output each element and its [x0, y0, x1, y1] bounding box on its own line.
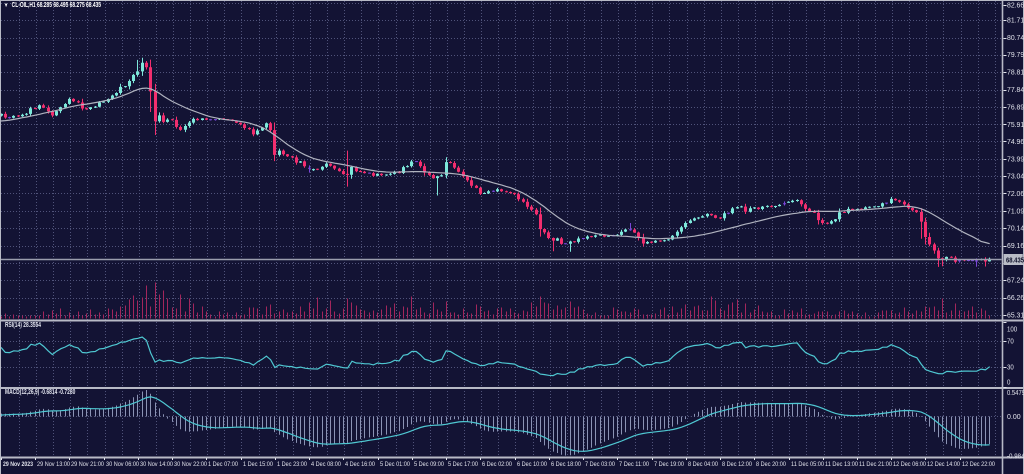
time-axis-label: 30 Nov 22:00 — [174, 461, 207, 468]
time-axis-label: 8 Dec 12:00 — [722, 461, 752, 468]
time-axis-label: 6 Dec 10:00 — [517, 461, 547, 468]
time-axis-label: 11 Dec 21:00 — [859, 461, 892, 468]
time-axis-label: 5 Dec 09:00 — [414, 461, 444, 468]
price-axis-label: 75.915 — [1007, 122, 1024, 129]
rsi-axis-label: 100 — [1007, 327, 1017, 334]
time-axis-label: 5 Dec 17:00 — [448, 461, 478, 468]
price-axis-label: 80.740 — [1007, 35, 1024, 42]
price-axis-label: 81.715 — [1007, 18, 1024, 25]
price-axis-label: 77.840 — [1007, 87, 1024, 94]
price-axis-label: 73.990 — [1007, 156, 1024, 163]
time-axis-label: 8 Dec 04:00 — [688, 461, 718, 468]
bid-price-box — [1003, 254, 1023, 265]
time-axis-label: 6 Dec 02:00 — [482, 461, 512, 468]
macd-value-signal: -0.7280 — [58, 389, 76, 396]
price-axis-label: 82.665 — [1007, 3, 1024, 10]
price-axis-label: 73.040 — [1007, 173, 1024, 180]
macd-axis-top: 0.5479 — [1007, 390, 1024, 397]
time-axis-label: 5 Dec 01:00 — [380, 461, 410, 468]
volume-bars — [1, 282, 990, 319]
rsi-axis-label: 30 — [1007, 365, 1014, 372]
time-axis-label: 7 Dec 03:00 — [585, 461, 615, 468]
time-axis-label: 29 Nov 13:00 — [37, 461, 70, 468]
time-axis-label: 30 Nov 14:00 — [140, 461, 173, 468]
time-axis-label: 4 Dec 08:00 — [311, 461, 341, 468]
time-axis-label: 7 Dec 19:00 — [654, 461, 684, 468]
price-axis-label: 72.065 — [1007, 191, 1024, 198]
macd-value-main: -0.6814 — [40, 389, 58, 396]
rsi-axis-label: 0 — [1007, 380, 1010, 387]
time-axis-label: 12 Dec 14:00 — [927, 461, 960, 468]
time-axis-label: 12 Dec 22:00 — [962, 461, 995, 468]
rsi-axis-label: 70 — [1007, 339, 1014, 346]
time-axis-label: 1 Dec 15:00 — [243, 461, 273, 468]
time-axis-label: 1 Dec 23:00 — [277, 461, 307, 468]
price-axis-label: 74.965 — [1007, 139, 1024, 146]
rsi-name: RSI(14) — [5, 322, 22, 329]
price-axis-label: 70.140 — [1007, 226, 1024, 233]
price-axis-label: 69.165 — [1007, 243, 1024, 250]
price-axis-label: 76.890 — [1007, 104, 1024, 111]
time-axis-label: 8 Dec 20:00 — [756, 461, 786, 468]
price-axis-label: 79.790 — [1007, 52, 1024, 59]
time-axis-label: 6 Dec 18:00 — [551, 461, 581, 468]
price-axis-label: 66.265 — [1007, 295, 1024, 302]
time-axis-label: 12 Dec 06:00 — [893, 461, 926, 468]
rsi-line — [0, 336, 991, 377]
time-axis-label: 29 Nov 2023 — [3, 461, 33, 468]
time-axis-label: 11 Dec 13:00 — [825, 461, 858, 468]
bid-price-label: 68.435 — [1006, 258, 1024, 265]
symbol-dropdown-icon[interactable]: ▼ — [4, 2, 9, 9]
macd-axis-zero: 0.00 — [1007, 414, 1021, 421]
price-axis-label: 78.815 — [1007, 70, 1024, 77]
time-axis-label: 1 Dec 07:00 — [208, 461, 238, 468]
macd-indicator-label: MACD(12,26,9) -0.6814 -0.7280 — [5, 389, 75, 396]
time-axis-label: 11 Dec 05:00 — [791, 461, 824, 468]
macd-name: MACD(12,26,9) — [5, 389, 40, 396]
rsi-value: 28.3554 — [23, 322, 41, 329]
macd-axis-bottom: -0.9848 — [1007, 454, 1024, 461]
price-axis-label: 65.315 — [1007, 312, 1024, 319]
chart-title: ▼ CL-OIL,H1 68.285 68.495 68.275 68.435 — [4, 2, 101, 9]
time-axis-label: 7 Dec 11:00 — [619, 461, 649, 468]
rsi-indicator-label: RSI(14) 28.3554 — [5, 322, 41, 329]
symbol-ohlc-text: CL-OIL,H1 68.285 68.495 68.275 68.435 — [11, 2, 102, 9]
time-axis-label: 4 Dec 16:00 — [345, 461, 375, 468]
price-axis-label: 67.240 — [1007, 278, 1024, 285]
price-axis-label: 71.090 — [1007, 209, 1024, 216]
macd-signal-line — [0, 396, 990, 452]
time-axis-label: 30 Nov 06:00 — [106, 461, 139, 468]
ma-line — [0, 87, 990, 245]
time-axis-label: 29 Nov 21:00 — [71, 461, 104, 468]
